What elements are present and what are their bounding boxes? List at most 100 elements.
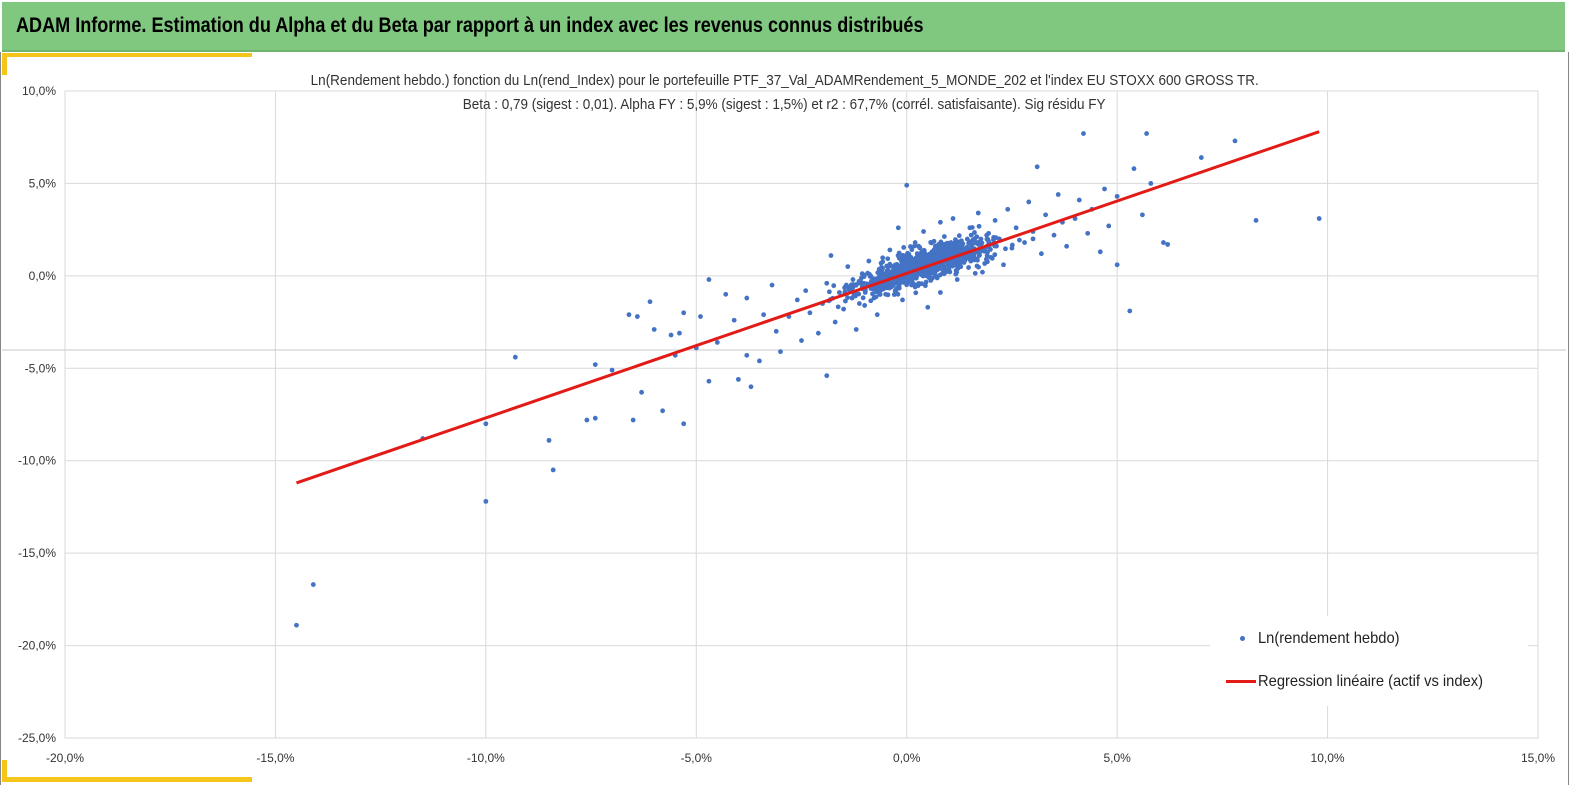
scatter-point (1253, 218, 1259, 223)
scatter-point (744, 352, 750, 358)
scatter-point (778, 349, 783, 355)
scatter-point (947, 263, 953, 269)
scatter-point (853, 327, 859, 332)
scatter-point (873, 289, 879, 295)
scatter-point (885, 256, 891, 262)
scatter-point (880, 265, 885, 271)
scatter-point (868, 298, 874, 304)
scatter-point (769, 282, 775, 288)
scatter-point (893, 266, 899, 272)
scatter-point (927, 252, 932, 258)
scatter-point (832, 319, 838, 325)
scatter-point (986, 230, 992, 236)
scatter-point (972, 236, 978, 241)
scatter-point (748, 384, 754, 390)
scatter-point (1043, 212, 1048, 218)
scatter-point (878, 260, 884, 266)
scatter-point (1022, 240, 1027, 245)
scatter-point (856, 301, 862, 306)
scatter-point (902, 259, 908, 265)
scatter-point (970, 255, 976, 260)
y-tick-label: -20,0% (18, 639, 56, 653)
scatter-point (976, 223, 982, 229)
scatter-point (902, 253, 908, 259)
scatter-point (944, 240, 950, 246)
scatter-point (904, 182, 910, 188)
scatter-point (950, 216, 956, 221)
scatter-point (849, 295, 855, 301)
scatter-point (794, 297, 800, 303)
scatter-point (807, 310, 813, 316)
scatter-point (972, 270, 978, 276)
scatter-point (936, 242, 942, 247)
scatter-point (925, 304, 931, 310)
scatter-point (916, 281, 922, 286)
scatter-point (940, 241, 946, 247)
scatter-point (905, 276, 911, 282)
report-banner: ADAM Informe. Estimation du Alpha et du … (2, 2, 1565, 52)
scatter-point (874, 312, 880, 318)
scatter-point (913, 255, 919, 261)
scatter-point (866, 258, 872, 264)
scatter-point (976, 242, 981, 248)
scatter-point (873, 294, 879, 300)
scatter-point (845, 295, 850, 300)
scatter-point (891, 292, 897, 297)
scatter-point (921, 250, 927, 256)
scatter-point (1139, 212, 1145, 218)
scatter-point (859, 275, 864, 281)
scatter-point (1316, 216, 1322, 221)
scatter-point (584, 417, 590, 423)
scatter-point (875, 270, 881, 276)
legend-item-regression: Regression linéaire (actif vs index) (1226, 673, 1503, 691)
scatter-point (773, 328, 779, 334)
x-tick-label: 10,0% (1311, 751, 1345, 765)
corner-accent-bottom-left (2, 777, 252, 782)
y-tick-label: -25,0% (18, 731, 56, 745)
scatter-point (950, 242, 956, 248)
x-tick-label: -15,0% (256, 751, 294, 765)
y-tick-label: 5,0% (29, 176, 57, 190)
scatter-point (978, 236, 984, 242)
chart-legend: Ln(rendement hebdo) Regression linéaire … (1210, 616, 1528, 706)
scatter-point (714, 340, 720, 345)
scatter-point (876, 284, 882, 290)
scatter-point (512, 354, 518, 360)
scatter-point (904, 279, 910, 285)
scatter-point (841, 306, 846, 312)
scatter-point (294, 622, 299, 628)
scatter-point (706, 378, 712, 384)
plot-area-border (64, 90, 1539, 739)
scatter-point (923, 279, 929, 285)
scatter-point (966, 265, 971, 270)
scatter-point (968, 232, 974, 238)
scatter-point (994, 243, 999, 249)
scatter-point (900, 297, 905, 303)
scatter-point (483, 498, 489, 504)
scatter-point (744, 295, 750, 301)
scatter-point (909, 282, 914, 288)
scatter-point (735, 376, 741, 382)
scatter-point (964, 236, 970, 242)
scatter-point (1005, 206, 1011, 212)
axis-tick-labels: -20,0% -15,0% -10,0% -5,0% 0,0% 5,0% 10,0% 15,0… (18, 84, 1555, 765)
scatter-point (992, 252, 998, 258)
corner-accent-top-left (2, 53, 252, 57)
scatter-point (1055, 192, 1061, 197)
scatter-point (980, 269, 985, 275)
scatter-point (982, 248, 987, 254)
scatter-point (918, 258, 923, 264)
legend-line-marker (1226, 680, 1256, 683)
scatter-point (592, 415, 598, 421)
scatter-point (1064, 243, 1070, 249)
frame-left-border (0, 52, 1, 785)
scatter-point (1034, 164, 1040, 170)
scatter-point (968, 241, 973, 247)
scatter-point (1030, 236, 1036, 242)
scatter-point (892, 288, 898, 294)
scatter-point (944, 247, 950, 252)
scatter-point (647, 299, 653, 305)
scatter-point (959, 245, 965, 251)
scatter-point (609, 367, 615, 373)
report-title: ADAM Informe. Estimation du Alpha et du … (16, 14, 924, 37)
